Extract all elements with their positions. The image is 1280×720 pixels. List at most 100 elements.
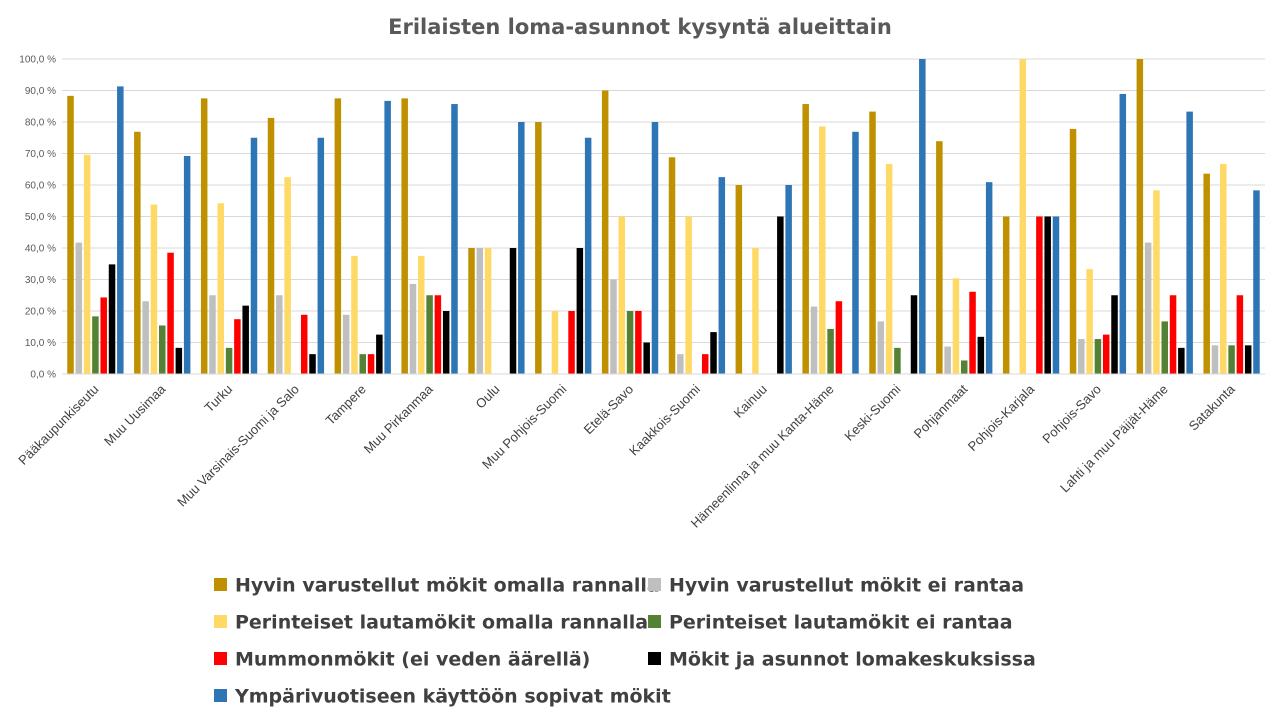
bar — [159, 325, 166, 374]
bar — [643, 342, 650, 374]
bar — [426, 295, 433, 374]
bar — [785, 185, 792, 374]
bar — [384, 100, 391, 375]
legend-swatch — [648, 615, 661, 628]
bar — [810, 306, 818, 374]
bar — [852, 131, 859, 374]
y-tick-label: 0,0 % — [30, 370, 56, 381]
x-category-label: Turku — [201, 382, 235, 416]
bar — [484, 248, 492, 374]
x-category-label: Muu Pirkanmaa — [361, 381, 437, 457]
bar — [1186, 111, 1193, 374]
chart-title: Erilaisten loma-asunnot kysyntä alueitta… — [388, 15, 892, 39]
bar — [827, 328, 834, 374]
bar — [1078, 339, 1085, 374]
x-category-label: Keski-Suomi — [841, 381, 903, 443]
bar — [626, 311, 634, 374]
bar — [651, 122, 659, 374]
bar — [217, 203, 225, 374]
bar — [894, 347, 901, 374]
bar — [1211, 345, 1219, 374]
x-category-label: Pohjanmaat — [911, 381, 971, 441]
bar — [1203, 173, 1210, 374]
bar — [1119, 93, 1127, 374]
bar — [1178, 347, 1185, 374]
x-category-label: Satakunta — [1186, 381, 1239, 434]
legend-label: Perinteiset lautamökit ei rantaa — [669, 612, 1013, 634]
y-tick-label: 70,0 % — [25, 149, 56, 160]
bar — [551, 311, 559, 374]
bar — [777, 216, 784, 374]
bar — [1044, 216, 1051, 374]
y-tick-label: 100,0 % — [19, 55, 56, 66]
y-tick-label: 90,0 % — [25, 86, 56, 97]
bar — [351, 255, 358, 374]
legend-swatch — [214, 689, 227, 702]
legend-label: Mökit ja asunnot lomakeskuksissa — [669, 649, 1036, 671]
bar — [167, 252, 174, 374]
bar — [802, 104, 809, 375]
bar — [317, 137, 325, 374]
bar — [735, 185, 743, 374]
bar — [1052, 216, 1060, 374]
bar — [267, 117, 275, 374]
bar — [710, 332, 717, 374]
bar — [1086, 269, 1093, 374]
legend-swatch — [648, 578, 661, 591]
bar — [944, 346, 951, 374]
bar — [1253, 190, 1260, 374]
bar — [701, 354, 709, 374]
bar — [1136, 59, 1144, 374]
bar — [1169, 295, 1177, 374]
legend-label: Hyvin varustellut mökit ei rantaa — [669, 575, 1024, 597]
bar — [952, 278, 960, 374]
bar — [83, 154, 91, 374]
bar — [434, 295, 442, 374]
bar — [234, 319, 241, 374]
bar — [451, 104, 458, 375]
bar — [1111, 295, 1118, 374]
bar — [752, 248, 759, 374]
legend-swatch — [648, 652, 661, 665]
bar — [401, 98, 408, 374]
bar — [468, 248, 475, 374]
bar — [1244, 345, 1252, 374]
bar — [418, 255, 425, 374]
bar — [1036, 216, 1043, 374]
legend-label: Ympärivuotiseen käyttöön sopivat mökit — [234, 686, 671, 708]
bar — [1144, 242, 1152, 374]
legend-label: Perinteiset lautamökit omalla rannalla — [235, 612, 648, 634]
bar — [1002, 216, 1010, 374]
x-category-label: Pääkaupunkiseutu — [15, 382, 101, 468]
bar — [677, 354, 684, 374]
bar — [1019, 59, 1027, 374]
bar — [985, 182, 993, 374]
bar — [610, 279, 617, 374]
bar — [442, 311, 450, 374]
bar — [1220, 163, 1227, 374]
x-category-label: Kaakkois-Suomi — [626, 381, 703, 458]
y-tick-label: 40,0 % — [25, 244, 56, 255]
bar — [117, 86, 124, 374]
bar — [919, 59, 926, 374]
y-tick-label: 30,0 % — [25, 275, 56, 286]
bar — [936, 141, 943, 374]
bar — [1153, 190, 1160, 374]
bar — [92, 316, 99, 374]
bar — [150, 204, 158, 374]
bar — [376, 334, 383, 374]
bar — [359, 354, 366, 374]
bar — [209, 295, 216, 374]
bar — [584, 137, 592, 374]
bar — [910, 295, 918, 374]
y-tick-label: 50,0 % — [25, 212, 56, 223]
bar — [334, 98, 342, 374]
bar — [309, 354, 316, 374]
bar — [108, 264, 116, 374]
bar — [1228, 345, 1235, 374]
bar — [869, 111, 876, 374]
bar — [835, 301, 843, 374]
bar — [877, 321, 885, 374]
